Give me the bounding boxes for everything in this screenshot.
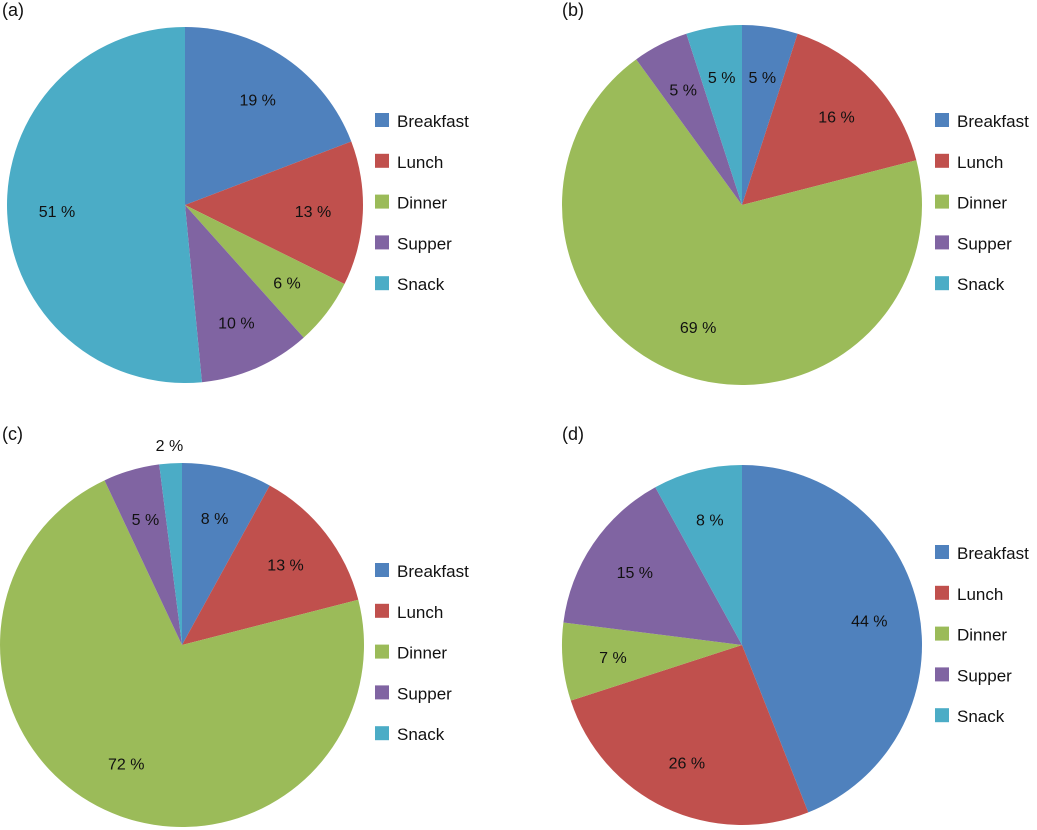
- legend-swatch: [375, 563, 389, 577]
- pie-slice-dinner: [561, 59, 922, 385]
- legend-swatch: [935, 626, 949, 641]
- pie-slice-snack: [686, 25, 742, 205]
- legend-label: Breakfast: [397, 562, 469, 581]
- legend-swatch: [935, 194, 949, 209]
- pie-slice-supper: [636, 33, 742, 205]
- legend-label: Dinner: [397, 194, 447, 213]
- slice-label: 69 %: [680, 320, 716, 337]
- slice-label: 6 %: [273, 276, 301, 293]
- legend-label: Snack: [397, 275, 445, 294]
- legend-swatch: [375, 194, 389, 209]
- pie-slice-dinner: [562, 622, 742, 701]
- legend-swatch: [935, 667, 949, 682]
- slice-label: 16 %: [818, 109, 854, 126]
- legend-swatch: [935, 708, 949, 723]
- pie-slice-breakfast: [185, 27, 352, 205]
- slice-label: 51 %: [39, 204, 75, 221]
- slice-label: 5 %: [132, 512, 160, 529]
- legend-label: Snack: [957, 275, 1005, 294]
- pie-slice-breakfast: [742, 465, 922, 813]
- panel-label: (b): [562, 0, 584, 20]
- slice-label: 72 %: [108, 757, 144, 774]
- legend-swatch: [935, 585, 949, 600]
- slice-label: 13 %: [267, 558, 303, 575]
- pie-slice-lunch: [182, 485, 359, 645]
- legend-swatch: [935, 545, 949, 559]
- pie-slice-dinner: [185, 205, 345, 338]
- slice-label: 44 %: [851, 614, 887, 631]
- slice-label: 13 %: [295, 204, 331, 221]
- slice-label: 5 %: [748, 70, 776, 87]
- pie-slice-dinner: [0, 480, 364, 828]
- legend-swatch: [935, 235, 949, 250]
- pie-slice-snack: [7, 27, 202, 383]
- legend-label: Dinner: [957, 626, 1007, 645]
- pie-slice-supper: [185, 205, 304, 383]
- legend-swatch: [375, 685, 389, 700]
- slice-label: 2 %: [156, 438, 184, 455]
- legend-label: Supper: [957, 234, 1012, 253]
- legend-label: Snack: [957, 707, 1005, 726]
- legend-label: Lunch: [397, 603, 443, 622]
- legend-swatch: [375, 235, 389, 250]
- pie-slice-lunch: [185, 141, 363, 285]
- legend-swatch: [375, 276, 389, 291]
- legend-label: Supper: [397, 684, 452, 703]
- slice-label: 26 %: [669, 755, 705, 772]
- legend-label: Supper: [397, 234, 452, 253]
- pie-slice-lunch: [742, 33, 917, 205]
- slice-label: 15 %: [617, 565, 653, 582]
- slice-label: 5 %: [708, 70, 736, 87]
- slice-label: 10 %: [218, 315, 254, 332]
- legend-swatch: [375, 726, 389, 741]
- legend-swatch: [935, 153, 949, 168]
- legend-label: Breakfast: [397, 112, 469, 131]
- legend-swatch: [375, 644, 389, 659]
- slice-label: 7 %: [599, 650, 627, 667]
- legend-label: Lunch: [957, 585, 1003, 604]
- legend-label: Supper: [957, 666, 1012, 685]
- legend-label: Breakfast: [957, 112, 1029, 131]
- legend-swatch: [375, 603, 389, 618]
- legend-label: Lunch: [957, 153, 1003, 172]
- legend-label: Snack: [397, 725, 445, 744]
- pie-slice-snack: [159, 463, 182, 645]
- panel-label: (d): [562, 424, 584, 444]
- slice-label: 8 %: [696, 512, 724, 529]
- slice-label: 8 %: [201, 511, 229, 528]
- legend-swatch: [375, 113, 389, 127]
- legend-label: Dinner: [397, 644, 447, 663]
- legend-swatch: [935, 113, 949, 127]
- legend-label: Breakfast: [957, 544, 1029, 563]
- legend-label: Dinner: [957, 194, 1007, 213]
- pie-slice-breakfast: [742, 25, 798, 205]
- pie-slice-supper: [104, 464, 182, 645]
- legend-label: Lunch: [397, 153, 443, 172]
- slice-label: 19 %: [239, 92, 275, 109]
- panel-label: (a): [2, 0, 24, 20]
- legend-swatch: [375, 153, 389, 168]
- panel-label: (c): [2, 424, 23, 444]
- legend-swatch: [935, 276, 949, 291]
- pie-slice-snack: [655, 465, 742, 645]
- pie-slice-supper: [563, 487, 742, 645]
- pie-slice-breakfast: [182, 463, 270, 645]
- pie-slice-lunch: [570, 645, 809, 825]
- slice-label: 5 %: [669, 83, 697, 100]
